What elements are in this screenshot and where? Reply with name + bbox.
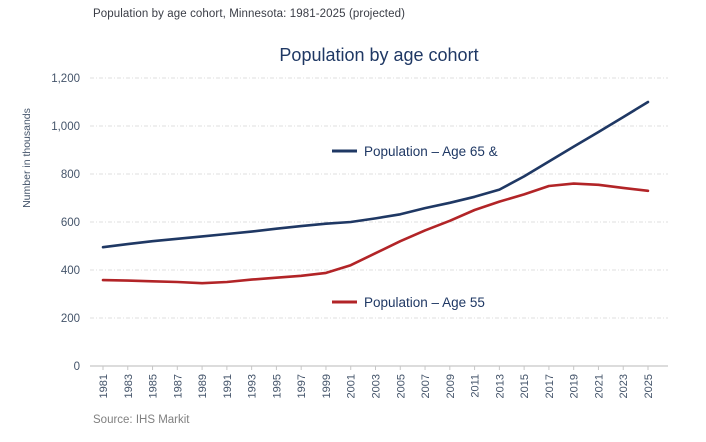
y-tick-label: 400 [61,265,80,277]
x-tick-label: 1999 [321,374,333,398]
chart-title: Population by age cohort [279,45,479,65]
x-tick-label: 2023 [618,374,630,398]
x-tick-label: 2019 [569,374,581,398]
x-tick-label: 2015 [519,374,531,398]
legend-label-age65: Population – Age 65 & [364,144,498,159]
x-tick-label: 2011 [470,374,482,398]
x-tick-label: 2007 [420,374,432,398]
series-line-age55 [101,182,650,285]
y-tick-label: 1,200 [51,73,80,85]
x-tick-label: 1993 [247,374,259,398]
x-tick-label: 1991 [222,374,234,398]
y-tick-label: 600 [61,217,80,229]
y-tick-label: 1,000 [51,121,80,133]
legend-label-age55: Population – Age 55 [364,295,485,310]
x-tick-label: 1985 [148,374,160,398]
x-tick-label: 2017 [544,374,556,398]
x-tick-label: 1997 [296,374,308,398]
y-axis-title: Number in thousands [21,108,33,208]
x-tick-label: 1983 [123,374,135,398]
x-tick-label: 2013 [494,374,506,398]
x-tick-label: 2025 [643,374,655,398]
chart-subtitle: Population by age cohort, Minnesota: 198… [93,8,406,20]
series-line-age65 [101,100,650,249]
source-note: Source: IHS Markit [93,414,190,426]
y-tick-label: 200 [61,313,80,325]
y-tick-label: 800 [61,169,80,181]
x-tick-label: 2005 [395,374,407,398]
x-tick-label: 2009 [445,374,457,398]
y-tick-label: 0 [74,361,80,373]
x-tick-label: 2021 [593,374,605,398]
x-tick-label: 1989 [197,374,209,398]
x-tick-label: 1995 [271,374,283,398]
x-tick-label: 2003 [371,374,383,398]
x-tick-label: 2001 [346,374,358,398]
x-tick-label: 1981 [98,374,110,398]
x-tick-label: 1987 [172,374,184,398]
